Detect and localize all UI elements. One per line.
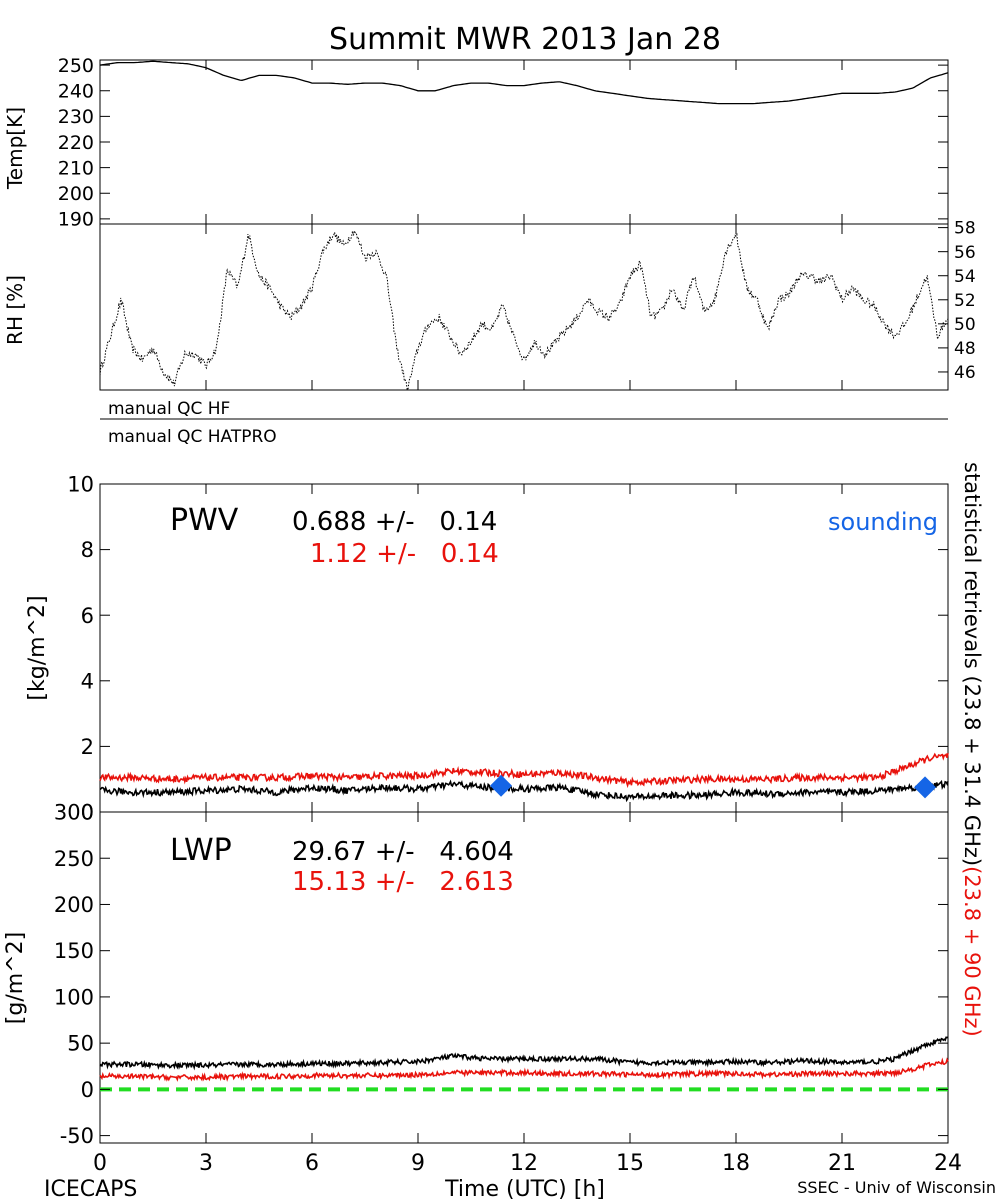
temperature-ytick-label: 210	[58, 157, 94, 179]
right-side-label: statistical retrievals (23.8 + 31.4 GHz)…	[960, 462, 984, 1037]
footer-xlabel: Time (UTC) [h]	[444, 1177, 605, 1200]
temperature-ytick-label: 240	[58, 81, 94, 103]
xtick-label: 12	[510, 1151, 538, 1176]
sounding-legend: sounding	[828, 508, 938, 536]
pwv-ytick-label: 2	[81, 735, 94, 759]
lwp-ytick-label: 200	[54, 893, 94, 917]
rh-frame	[99, 223, 949, 391]
xtick-label: 21	[828, 1151, 856, 1176]
lwp-ytick-label: 50	[67, 1032, 94, 1056]
footer-left: ICECAPS	[44, 1177, 137, 1200]
lwp-series-0	[99, 1036, 949, 1071]
pwv-ytick-label: 10	[67, 473, 94, 497]
xtick-label: 24	[934, 1151, 962, 1176]
qc-flag-hf: manual QC HF	[108, 399, 230, 419]
temperature-ytick-label: 190	[58, 209, 94, 231]
xtick-label: 0	[93, 1151, 107, 1176]
temperature-ytick-label: 250	[58, 55, 94, 77]
qc-flag-hatpro: manual QC HATPRO	[108, 427, 277, 447]
figure-title: Summit MWR 2013 Jan 28	[329, 22, 721, 57]
pwv-stat-black: 0.688 +/- 0.14	[292, 507, 497, 537]
pwv-ytick-label: 8	[81, 538, 94, 562]
sounding-marker-0	[490, 774, 513, 797]
right-side-label-part2: (23.8 + 90 GHz)	[960, 866, 984, 1037]
pwv-ytick-label: 4	[81, 669, 94, 693]
lwp-ytick-label: 250	[54, 847, 94, 871]
rh-series-0	[99, 229, 949, 392]
footer-right: SSEC - Univ of Wisconsin	[797, 1178, 996, 1197]
temperature-frame	[99, 59, 949, 225]
pwv-ytick-label: 0	[81, 801, 94, 825]
rh-ytick-label: 54	[954, 267, 976, 287]
rh-ytick-label: 48	[954, 339, 976, 359]
rh-ytick-label: 52	[954, 291, 976, 311]
lwp-ytick-label: -50	[60, 1124, 94, 1148]
lwp-stat-black: 29.67 +/- 4.604	[292, 837, 514, 867]
right-side-label-part1: statistical retrievals (23.8 + 31.4 GHz)	[960, 462, 984, 866]
temperature-ytick-label: 200	[58, 183, 94, 205]
temperature-series-0	[99, 60, 949, 105]
xtick-label: 3	[199, 1151, 213, 1176]
lwp-ytick-label: 300	[54, 801, 94, 825]
sounding-marker-1	[914, 776, 937, 799]
series-layer	[99, 60, 949, 1092]
xtick-label: 6	[305, 1151, 319, 1176]
pwv-title: PWV	[170, 503, 239, 538]
xtick-label: 15	[616, 1151, 644, 1176]
temp-ylabel: Temp[K]	[3, 107, 27, 190]
xtick-label: 18	[722, 1151, 750, 1176]
rh-ylabel: RH [%]	[3, 275, 27, 345]
lwp-series-1	[99, 1057, 949, 1082]
pwv-series-1	[99, 779, 949, 803]
pwv-ylabel: [kg/m^2]	[25, 595, 50, 700]
ticks-layer: 1902002102202302402504648505254565802468…	[54, 55, 976, 1176]
lwp-ylabel: [g/m^2]	[3, 932, 28, 1024]
temperature-ytick-label: 230	[58, 106, 94, 128]
lwp-ytick-label: 0	[81, 1078, 94, 1102]
xtick-label: 9	[411, 1151, 425, 1176]
lwp-title: LWP	[170, 833, 232, 868]
lwp-stat-red: 15.13 +/- 2.613	[292, 867, 514, 897]
rh-ytick-label: 56	[954, 243, 976, 263]
rh-ytick-label: 46	[954, 363, 976, 383]
pwv-stat-red: 1.12 +/- 0.14	[310, 539, 499, 569]
temperature-ytick-label: 220	[58, 132, 94, 154]
pwv-ytick-label: 6	[81, 604, 94, 628]
lwp-ytick-label: 150	[54, 939, 94, 963]
lwp-ytick-label: 100	[54, 985, 94, 1009]
rh-ytick-label: 58	[954, 219, 976, 239]
pwv-series-0	[99, 752, 949, 789]
rh-ytick-label: 50	[954, 315, 976, 335]
